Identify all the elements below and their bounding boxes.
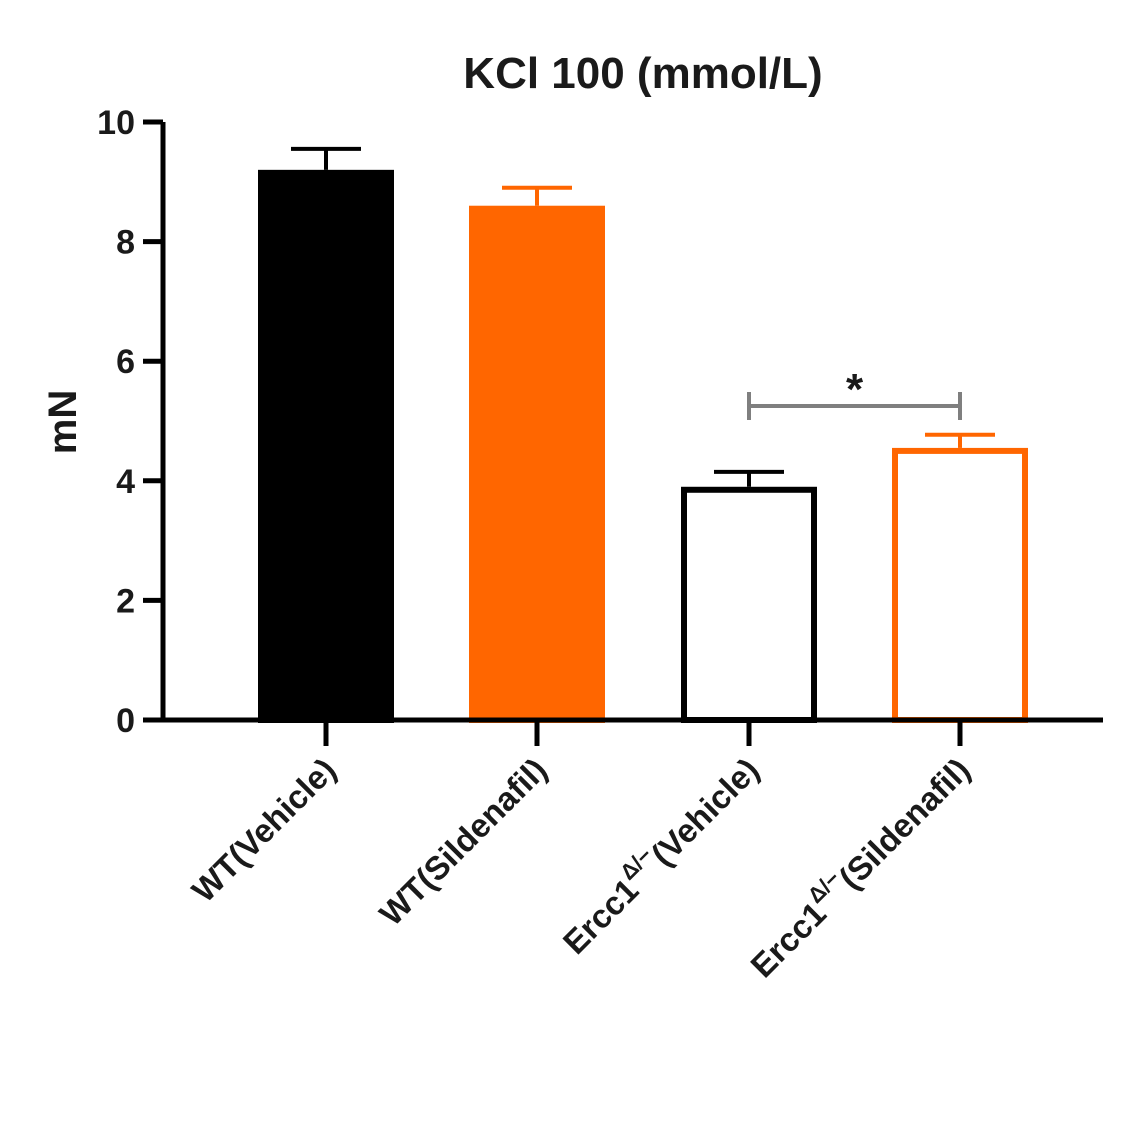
significance-star: * <box>846 365 864 414</box>
bar-3 <box>892 447 1028 723</box>
y-tick-label-2: 4 <box>116 463 135 501</box>
chart-title: KCl 100 (mmol/L) <box>463 49 822 98</box>
x-tick-label-2: Ercc1Δ/−(Vehicle) <box>551 747 766 962</box>
bars-group <box>258 146 1028 723</box>
significance-annotation: * <box>747 365 962 420</box>
y-tick-label-5: 10 <box>97 104 135 142</box>
x-tick-label-3: Ercc1Δ/−(Sildenafil) <box>739 747 977 985</box>
y-tick-label-0: 0 <box>116 702 135 740</box>
bar-0 <box>258 169 394 723</box>
y-tick-label-3: 6 <box>116 343 135 381</box>
x-tick-label-1: WT(Sildenafil) <box>372 751 554 933</box>
x-tick-label-0: WT(Vehicle) <box>185 751 343 909</box>
y-tick-label-4: 8 <box>116 224 135 262</box>
y-tick-label-1: 2 <box>116 582 135 620</box>
bar-1 <box>469 205 605 723</box>
bar-2 <box>681 486 817 723</box>
y-axis-label: mN <box>41 390 85 454</box>
